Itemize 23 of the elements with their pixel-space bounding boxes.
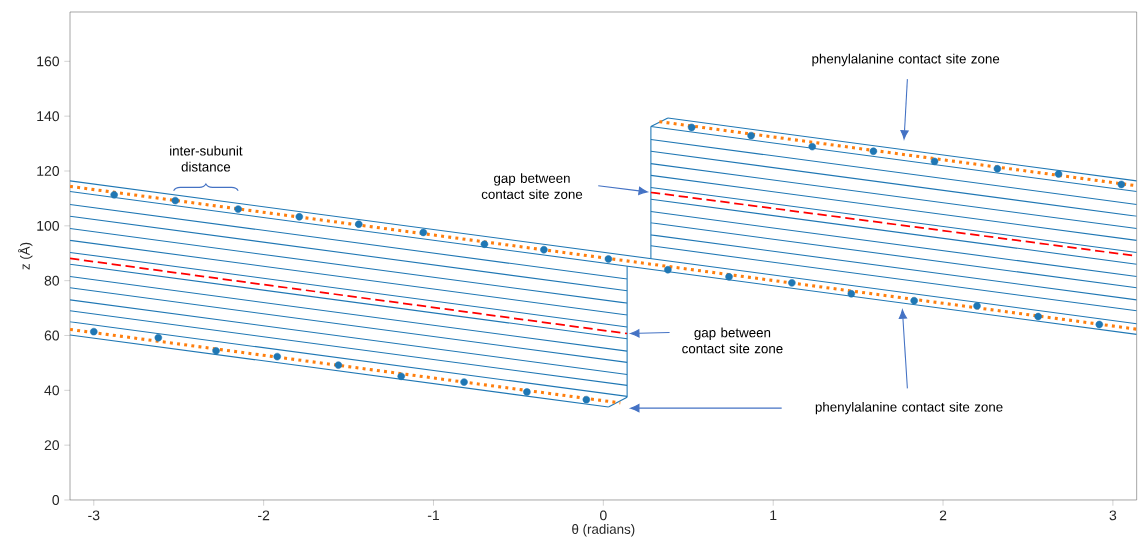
- annotation: gap between contact site zone: [682, 327, 783, 354]
- annotation: phenylalanine contact site zone: [815, 401, 1003, 415]
- y-tick-label: 100: [37, 220, 60, 231]
- y-tick-label: 80: [44, 275, 60, 286]
- annotation: phenylalanine contact site zone: [812, 53, 1000, 67]
- x-axis-title: θ (radians): [572, 524, 635, 537]
- y-tick-label: 60: [44, 330, 60, 341]
- x-tick-label: -2: [258, 510, 270, 521]
- x-tick-label: -3: [88, 510, 100, 521]
- x-tick-label: 1: [770, 510, 777, 521]
- y-tick-label: 160: [37, 56, 60, 67]
- x-tick-label: -1: [427, 510, 440, 521]
- x-tick-label: 0: [599, 510, 607, 521]
- annotation: inter-subunit distance: [170, 145, 243, 172]
- y-tick-label: 120: [37, 166, 60, 176]
- annotation: gap between contact site zone: [481, 173, 583, 199]
- x-tick-label: 2: [939, 510, 947, 521]
- y-tick-label: 140: [37, 111, 60, 122]
- x-tick-label: 3: [1109, 510, 1117, 521]
- y-tick-label: 0: [52, 495, 60, 505]
- y-tick-label: 20: [44, 440, 60, 451]
- y-tick-label: 40: [44, 385, 60, 396]
- y-axis-title: z (Å): [18, 242, 33, 270]
